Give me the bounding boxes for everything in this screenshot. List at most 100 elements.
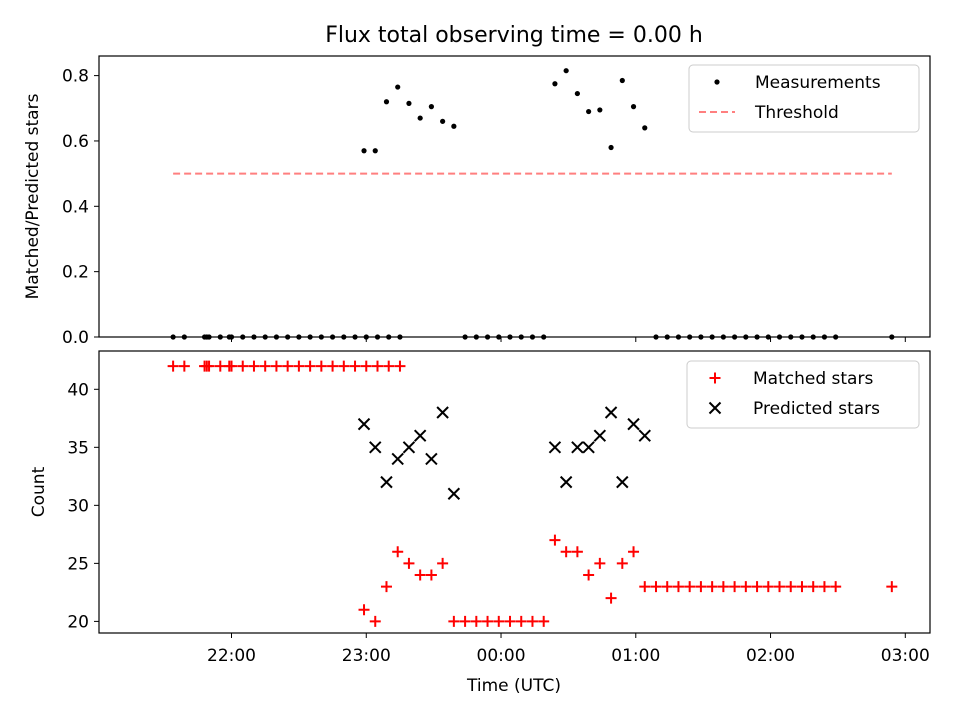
legend-handle-dot bbox=[714, 79, 720, 85]
measurement-point bbox=[889, 334, 895, 340]
matched-stars-point bbox=[414, 569, 426, 581]
bottom-panel: 20 25 30 35 40 22:00 23:00 00:00 01:00 02:00 03:0… bbox=[29, 350, 931, 696]
measurement-point bbox=[821, 334, 828, 340]
measurement-point bbox=[181, 334, 187, 340]
legend-label: Matched stars bbox=[753, 369, 873, 389]
measurement-point bbox=[563, 68, 569, 74]
predicted-stars-point bbox=[582, 441, 595, 454]
measurement-point bbox=[451, 123, 457, 129]
top-y-tick-label: 0.8 bbox=[62, 67, 89, 87]
measurement-point bbox=[217, 334, 223, 340]
matched-stars-point bbox=[304, 360, 316, 372]
bottom-panel-y-axis: 20 25 30 35 40 bbox=[67, 380, 99, 632]
bottom-y-axis-label: Count bbox=[29, 466, 49, 517]
matched-stars-point bbox=[717, 581, 729, 593]
matched-stars-point bbox=[282, 360, 294, 372]
chart-title: Flux total observing time = 0.00 h bbox=[325, 23, 703, 48]
matched-stars-point bbox=[270, 360, 282, 372]
bottom-y-tick-label: 30 bbox=[67, 496, 89, 516]
measurement-point bbox=[374, 334, 381, 340]
top-panel-plot-area bbox=[170, 68, 895, 340]
matched-stars-point bbox=[706, 581, 718, 593]
matched-stars-point bbox=[383, 360, 395, 372]
matched-stars-point bbox=[369, 615, 381, 627]
predicted-stars-point bbox=[548, 441, 562, 454]
top-panel-y-axis: 0.0 0.2 0.4 0.6 0.8 bbox=[62, 67, 99, 348]
matched-stars-point bbox=[751, 581, 763, 593]
predicted-stars-point bbox=[425, 452, 438, 466]
top-panel-frame bbox=[98, 55, 931, 338]
matched-stars-point bbox=[403, 557, 415, 569]
legend-box bbox=[686, 360, 920, 429]
measurement-point bbox=[743, 334, 749, 340]
matched-stars-point bbox=[358, 604, 370, 616]
matched-stars-point bbox=[729, 581, 741, 593]
measurement-point bbox=[397, 334, 403, 340]
measurement-point bbox=[206, 334, 212, 340]
legend-handle-x bbox=[708, 401, 722, 415]
top-y-tick-label: 0.2 bbox=[62, 263, 89, 283]
measurement-point bbox=[228, 334, 235, 340]
matched-stars-point bbox=[526, 615, 538, 627]
matched-stars-point bbox=[661, 581, 673, 593]
matched-stars-point bbox=[167, 360, 179, 372]
matched-stars-point bbox=[371, 360, 383, 372]
matched-stars-point bbox=[380, 581, 392, 593]
matched-stars-point bbox=[226, 360, 238, 372]
measurement-point bbox=[285, 334, 291, 340]
matched-stars-point bbox=[482, 615, 494, 627]
measurement-point bbox=[372, 148, 378, 154]
matched-stars-point bbox=[639, 581, 651, 593]
top-y-axis-label: Matched/Predicted stars bbox=[23, 93, 43, 299]
measurement-point bbox=[597, 107, 603, 113]
matched-stars-point bbox=[178, 360, 190, 372]
predicted-stars-point bbox=[616, 475, 629, 489]
matched-stars-point bbox=[560, 546, 572, 558]
measurement-point bbox=[776, 334, 783, 340]
matched-stars-point bbox=[583, 569, 595, 581]
matched-stars-point bbox=[338, 360, 350, 372]
matched-stars-point bbox=[628, 546, 640, 558]
x-axis-label: Time (UTC) bbox=[466, 676, 561, 696]
predicted-stars-point bbox=[436, 406, 449, 419]
measurement-point bbox=[507, 334, 513, 340]
measurement-point bbox=[675, 334, 682, 340]
matched-stars-point bbox=[774, 581, 786, 593]
measurement-point bbox=[318, 334, 324, 340]
measurement-point bbox=[341, 334, 347, 340]
predicted-stars-point bbox=[559, 475, 573, 489]
measurement-point bbox=[788, 334, 794, 340]
measurement-point bbox=[799, 334, 805, 340]
measurement-point bbox=[541, 334, 547, 340]
top-legend: Measurements Threshold bbox=[688, 64, 920, 133]
measurement-point bbox=[307, 334, 313, 340]
matched-stars-point bbox=[448, 615, 460, 627]
matched-stars-point bbox=[762, 581, 774, 593]
top-y-tick-label: 0.4 bbox=[62, 197, 89, 217]
measurement-point bbox=[732, 334, 738, 340]
measurement-point bbox=[529, 334, 536, 340]
matched-stars-point bbox=[237, 360, 249, 372]
predicted-stars-point bbox=[380, 475, 393, 489]
matched-stars-point bbox=[360, 360, 372, 372]
matched-stars-point bbox=[594, 557, 606, 569]
matched-stars-point bbox=[349, 360, 361, 372]
predicted-stars-point bbox=[571, 441, 584, 454]
predicted-stars-point bbox=[369, 441, 382, 454]
measurement-point bbox=[361, 148, 367, 154]
measurement-point bbox=[552, 81, 558, 87]
measurement-point bbox=[395, 84, 401, 90]
measurement-point bbox=[383, 99, 390, 105]
matched-stars-point bbox=[394, 360, 406, 372]
matched-stars-point bbox=[327, 360, 339, 372]
matched-stars-point bbox=[571, 546, 583, 558]
matched-stars-point bbox=[807, 581, 819, 593]
matched-stars-point bbox=[504, 615, 516, 627]
legend-label: Predicted stars bbox=[753, 399, 880, 419]
measurement-point bbox=[273, 334, 280, 340]
bottom-y-tick-label: 25 bbox=[67, 554, 89, 574]
legend-handle-plus bbox=[709, 372, 721, 384]
top-y-tick-label: 0.6 bbox=[62, 132, 89, 152]
matched-stars-point bbox=[203, 360, 215, 372]
